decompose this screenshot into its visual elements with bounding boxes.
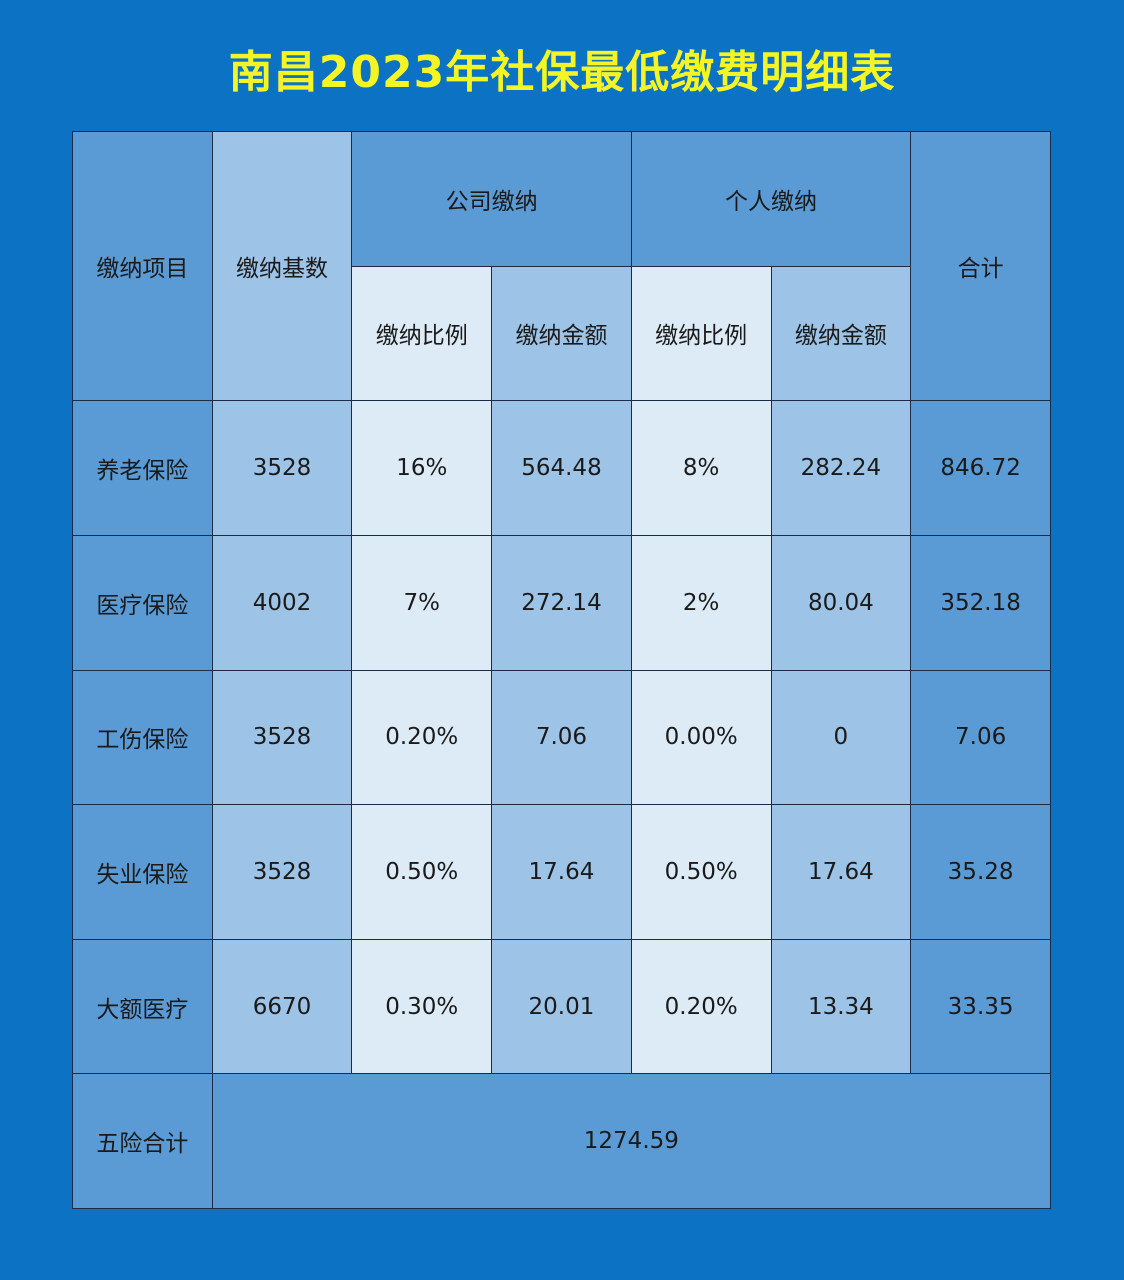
cell-c-amount: 7.06 [491, 669, 632, 806]
header-row-2: 缴纳比例 缴纳金额 缴纳比例 缴纳金额 [73, 265, 1051, 402]
cell-p-amount: 0 [770, 669, 912, 806]
cell-c-ratio: 16% [351, 400, 493, 536]
cell-base: 4002 [211, 534, 353, 671]
header-personal: 个人缴纳 [630, 131, 912, 267]
social-insurance-table: 缴纳项目 缴纳基数 公司缴纳 个人缴纳 合计 缴纳比例 缴纳金额 缴纳比例 缴纳… [72, 130, 1052, 1209]
cell-c-ratio: 0.20% [351, 669, 493, 806]
header-base: 缴纳基数 [211, 130, 353, 402]
cell-c-amount: 17.64 [491, 804, 632, 940]
cell-base: 3528 [211, 804, 353, 940]
header-personal-amount: 缴纳金额 [770, 265, 912, 402]
cell-base: 3528 [211, 669, 353, 806]
cell-c-amount: 272.14 [491, 534, 632, 671]
table-row: 大额医疗 6670 0.30% 20.01 0.20% 13.34 33.35 [72, 938, 1051, 1075]
grand-total-row: 五险合计 1274.59 [72, 1073, 1052, 1209]
cell-p-amount: 80.04 [770, 534, 912, 671]
header-company: 公司缴纳 [351, 131, 632, 267]
grand-total-label: 五险合计 [72, 1073, 213, 1209]
header-row-1: 缴纳项目 缴纳基数 公司缴纳 个人缴纳 合计 [72, 130, 1051, 402]
header-personal-ratio: 缴纳比例 [630, 265, 772, 402]
cell-c-amount: 20.01 [491, 938, 632, 1075]
cell-item: 养老保险 [72, 400, 213, 536]
cell-p-amount: 13.34 [770, 938, 912, 1075]
header-total: 合计 [910, 130, 1051, 402]
cell-total: 846.72 [910, 400, 1051, 536]
cell-p-amount: 282.24 [770, 400, 912, 536]
cell-p-ratio: 2% [630, 534, 772, 671]
cell-c-ratio: 0.30% [351, 938, 493, 1075]
cell-item: 失业保险 [72, 804, 213, 940]
page-title: 南昌2023年社保最低缴费明细表 [228, 47, 896, 98]
cell-total: 33.35 [910, 938, 1051, 1075]
cell-item: 大额医疗 [72, 938, 213, 1075]
cell-p-ratio: 0.00% [630, 669, 772, 806]
header-company-amount: 缴纳金额 [491, 265, 632, 402]
table-row: 医疗保险 4002 7% 272.14 2% 80.04 352.18 [72, 534, 1051, 671]
cell-p-amount: 17.64 [770, 804, 912, 940]
cell-base: 6670 [211, 938, 353, 1075]
cell-c-ratio: 0.50% [351, 804, 493, 940]
cell-total: 352.18 [910, 534, 1051, 671]
cell-p-ratio: 8% [630, 400, 772, 536]
cell-total: 7.06 [910, 669, 1051, 806]
cell-p-ratio: 0.20% [630, 938, 772, 1075]
table-row: 工伤保险 3528 0.20% 7.06 0.00% 0 7.06 [72, 669, 1051, 806]
cell-base: 3528 [211, 400, 353, 536]
header-item: 缴纳项目 [72, 130, 213, 402]
cell-total: 35.28 [910, 804, 1051, 940]
cell-c-ratio: 7% [351, 534, 493, 671]
header-company-ratio: 缴纳比例 [351, 265, 493, 402]
cell-c-amount: 564.48 [491, 400, 632, 536]
table-row: 失业保险 3528 0.50% 17.64 0.50% 17.64 35.28 [72, 804, 1051, 940]
cell-p-ratio: 0.50% [630, 804, 772, 940]
cell-item: 工伤保险 [72, 669, 213, 806]
cell-item: 医疗保险 [72, 534, 213, 671]
table-row: 养老保险 3528 16% 564.48 8% 282.24 846.72 [72, 400, 1051, 536]
grand-total-value: 1274.59 [211, 1073, 1052, 1209]
